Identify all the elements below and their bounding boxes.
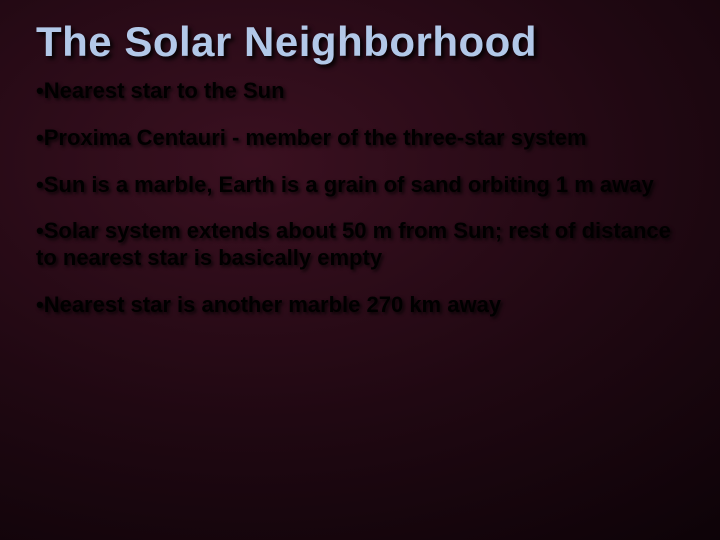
bullet-item: •Nearest star is another marble 270 km a…	[36, 292, 684, 319]
bullet-marker-icon: •	[36, 172, 44, 197]
bullet-marker-icon: •	[36, 218, 44, 243]
bullet-item: •Solar system extends about 50 m from Su…	[36, 218, 684, 272]
bullet-marker-icon: •	[36, 78, 44, 103]
bullet-marker-icon: •	[36, 292, 44, 317]
bullet-text: Sun is a marble, Earth is a grain of san…	[44, 172, 654, 197]
slide-title: The Solar Neighborhood	[36, 18, 684, 66]
bullet-text: Nearest star is another marble 270 km aw…	[44, 292, 501, 317]
bullet-text: Solar system extends about 50 m from Sun…	[36, 218, 671, 270]
bullet-item: •Proxima Centauri - member of the three-…	[36, 125, 684, 152]
bullet-marker-icon: •	[36, 125, 44, 150]
slide: The Solar Neighborhood •Nearest star to …	[0, 0, 720, 540]
bullet-text: Proxima Centauri - member of the three-s…	[44, 125, 587, 150]
bullet-item: •Sun is a marble, Earth is a grain of sa…	[36, 172, 684, 199]
bullet-text: Nearest star to the Sun	[44, 78, 285, 103]
bullet-item: •Nearest star to the Sun	[36, 78, 684, 105]
